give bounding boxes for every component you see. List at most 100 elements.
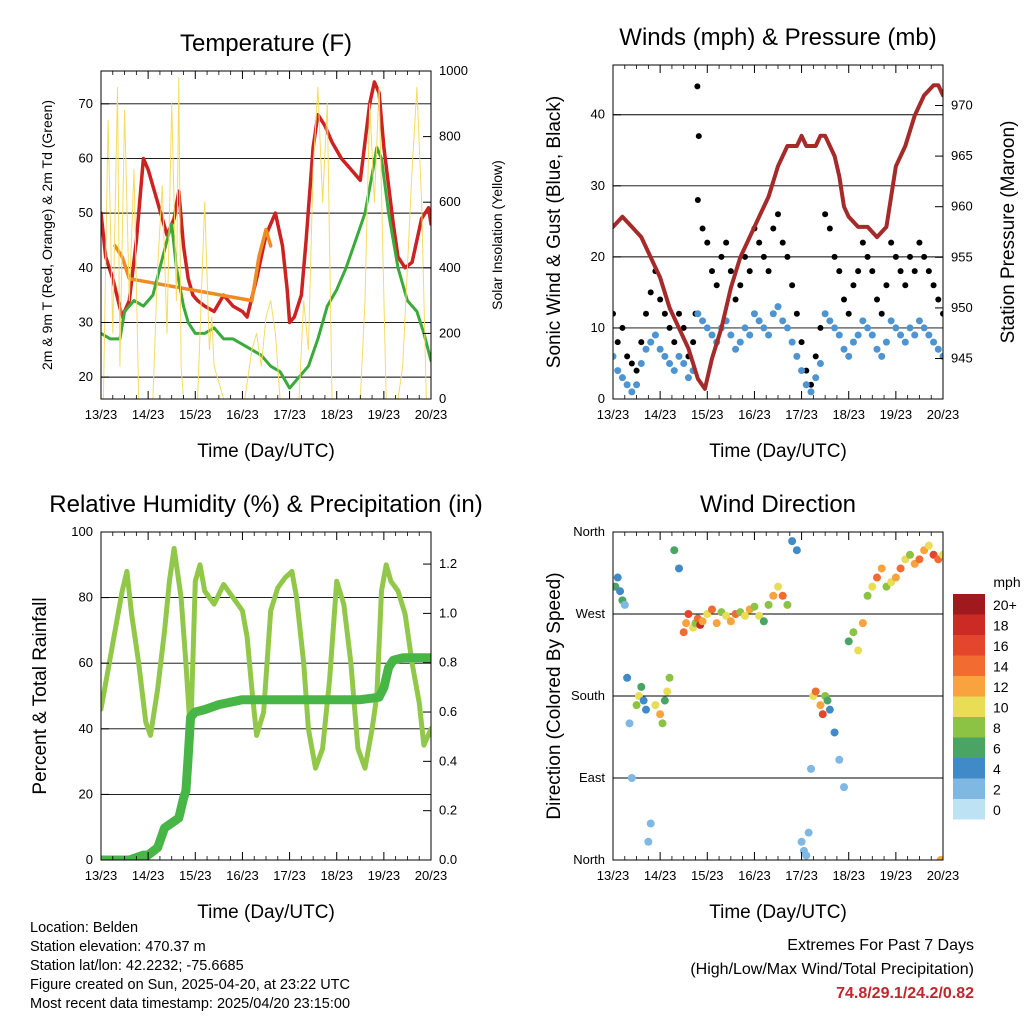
y-tick-label: 60 <box>79 150 93 165</box>
legend-label: 14 <box>993 659 1009 675</box>
y-tick-label: North <box>573 524 605 539</box>
data-point <box>723 239 730 246</box>
data-point <box>783 324 791 332</box>
y-tick-label: 40 <box>591 107 605 122</box>
legend-swatch <box>953 614 985 635</box>
x-tick-label: 13/23 <box>597 868 630 883</box>
x-tick-label: 20/23 <box>415 407 448 422</box>
y-tick-label: 0 <box>598 391 605 406</box>
y-tick-label: 40 <box>79 260 93 275</box>
data-point <box>643 310 649 317</box>
data-point <box>802 851 811 860</box>
extremes-box: Extremes For Past 7 Days (High/Low/Max W… <box>690 934 974 1006</box>
y-tick-label: West <box>576 606 606 621</box>
chart-title: Temperature (F) <box>180 30 352 57</box>
x-tick-label: 15/23 <box>179 868 212 883</box>
data-point <box>841 296 847 303</box>
data-point <box>802 381 810 389</box>
x-tick-label: 14/23 <box>644 868 677 883</box>
y-axis-label-right: Station Pressure (Maroon) <box>998 121 1019 344</box>
y-tick-label: 20 <box>79 369 93 384</box>
y-tick-label-right: 0.2 <box>439 803 457 818</box>
data-point <box>628 360 635 367</box>
data-point <box>906 550 914 559</box>
data-point <box>911 268 918 275</box>
data-point <box>826 317 834 325</box>
y-tick-label-right: 950 <box>951 300 973 315</box>
extremes-values: 74.8/29.1/24.2/0.82 <box>836 985 974 1002</box>
plot-area <box>101 545 431 860</box>
data-point <box>882 338 890 346</box>
data-point <box>632 701 641 710</box>
panel-temperature: Temperature (F) Time (Day/UTC) 2m & 9m T (… <box>39 30 505 462</box>
x-tick-label: 13/23 <box>85 407 118 422</box>
y-tick-label-right: 800 <box>439 129 461 144</box>
data-point <box>637 682 646 691</box>
x-axis-label: Time (Day/UTC) <box>709 441 847 462</box>
legend-swatch <box>953 717 985 738</box>
x-tick-label: 19/23 <box>880 868 913 883</box>
data-point <box>844 637 853 646</box>
data-point <box>892 253 899 260</box>
data-point <box>911 331 919 339</box>
data-point <box>614 367 622 375</box>
data-point <box>712 619 721 628</box>
data-point <box>798 339 805 346</box>
data-point <box>750 602 759 611</box>
data-point <box>788 338 796 346</box>
data-point <box>778 591 787 600</box>
data-point <box>625 719 634 728</box>
data-point <box>713 282 720 289</box>
data-point <box>835 755 844 764</box>
y-tick-label-right: 970 <box>951 97 973 112</box>
x-tick-label: 13/23 <box>85 868 118 883</box>
data-point <box>613 310 616 317</box>
latest-timestamp: Most recent data timestamp: 2025/04/20 2… <box>30 996 351 1012</box>
data-point <box>727 268 734 275</box>
data-point <box>940 310 943 317</box>
x-tick-label: 18/23 <box>320 868 353 883</box>
data-point <box>808 381 814 388</box>
data-point <box>864 253 871 260</box>
data-point <box>647 338 655 346</box>
data-point <box>769 310 777 318</box>
data-point <box>732 296 739 303</box>
station-elevation: Station elevation: 470.37 m <box>30 939 206 955</box>
legend-label: 4 <box>993 761 1001 777</box>
data-point <box>831 253 838 260</box>
data-point <box>661 310 668 317</box>
legend-swatch <box>953 594 985 615</box>
y-axis-label: Direction (Colored By Speed) <box>544 572 565 819</box>
data-point <box>798 367 806 375</box>
data-point <box>845 352 853 360</box>
data-point <box>651 331 659 339</box>
data-point <box>855 268 862 275</box>
data-point <box>877 564 886 573</box>
legend-swatch <box>953 676 985 697</box>
data-point <box>920 324 928 332</box>
y-axis-label: Percent & Total Rainfall <box>30 597 51 794</box>
y-tick-label: 0 <box>86 852 93 867</box>
data-point <box>887 317 895 325</box>
data-point <box>835 331 843 339</box>
y-tick-label-right: 0 <box>439 391 446 406</box>
data-point <box>883 282 890 289</box>
x-tick-label: 17/23 <box>785 868 818 883</box>
data-point <box>760 253 767 260</box>
y-tick-label-right: 400 <box>439 260 461 275</box>
panel-winds: Winds (mph) & Pressure (mb) Time (Day/UTC… <box>544 24 1019 462</box>
legend-swatch <box>953 696 985 717</box>
data-point <box>661 352 669 360</box>
data-point <box>825 705 834 714</box>
data-point <box>694 83 701 90</box>
data-point <box>864 324 872 332</box>
data-point <box>896 564 905 573</box>
legend-label: 8 <box>993 720 1001 736</box>
chart-title: Wind Direction <box>700 491 856 518</box>
data-point <box>620 600 629 609</box>
data-point <box>675 564 683 573</box>
data-point <box>863 591 872 600</box>
data-point <box>830 728 839 737</box>
data-point <box>638 339 645 346</box>
data-point <box>765 331 773 339</box>
